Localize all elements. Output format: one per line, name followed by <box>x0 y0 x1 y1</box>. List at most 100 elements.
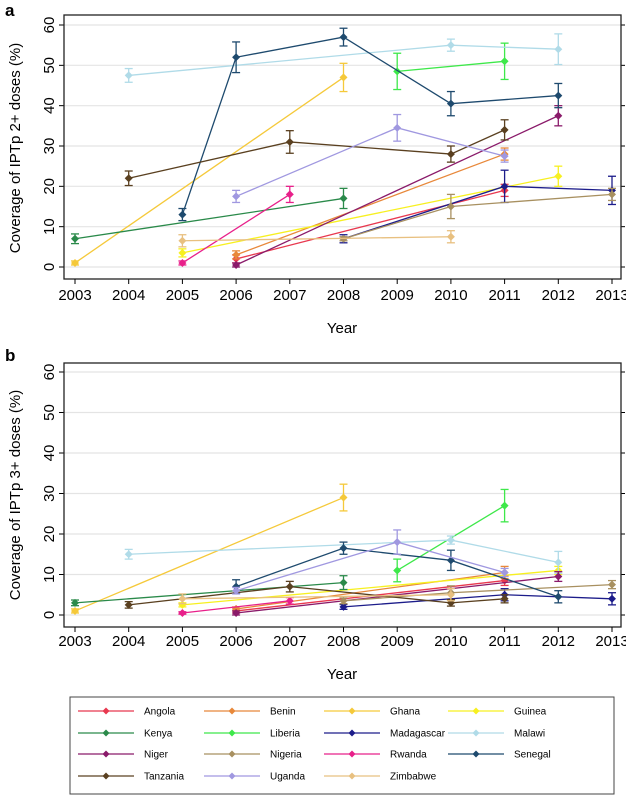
x-tick-label: 2003 <box>58 633 91 650</box>
data-point <box>124 550 133 559</box>
legend-label: Guinea <box>514 707 547 718</box>
legend-box <box>69 696 615 795</box>
series-kenya <box>71 575 348 607</box>
series-line <box>343 193 613 240</box>
y-tick-label: 40 <box>41 97 58 114</box>
data-point <box>285 137 294 146</box>
series-line <box>397 60 505 73</box>
legend-item: Angola <box>78 707 176 718</box>
legend-swatch-marker <box>348 729 356 737</box>
data-point <box>339 602 348 611</box>
data-point <box>554 558 563 567</box>
legend-item: Rwanda <box>324 750 427 761</box>
series-line <box>74 197 344 240</box>
series-senegal <box>178 27 563 222</box>
series-line <box>182 594 451 600</box>
data-point <box>339 596 348 605</box>
data-point <box>446 202 455 211</box>
y-tick-label: 20 <box>41 178 58 195</box>
legend-label: Tanzania <box>144 772 184 783</box>
data-point <box>554 91 563 100</box>
plot-frame <box>63 362 622 628</box>
legend-item: Kenya <box>78 729 173 740</box>
x-tick-label: 2013 <box>595 287 626 304</box>
series-rwanda <box>178 185 294 267</box>
legend-swatch-marker <box>348 750 356 758</box>
data-point <box>232 192 241 201</box>
data-point <box>554 572 563 581</box>
data-point <box>554 111 563 120</box>
series-nigeria <box>339 187 616 243</box>
data-point <box>446 232 455 241</box>
data-point <box>232 586 241 595</box>
series-line <box>235 189 505 260</box>
legend-item: Benin <box>204 707 296 718</box>
series-madagascar <box>339 588 616 611</box>
data-point <box>608 190 616 199</box>
data-point <box>339 73 348 82</box>
series-line <box>236 575 559 614</box>
legend-swatch-marker <box>472 707 480 715</box>
series-malawi <box>124 535 563 574</box>
series-uganda <box>232 113 509 204</box>
legend-item: Malawi <box>448 729 545 740</box>
series-line <box>74 581 344 604</box>
series-niger <box>232 105 563 269</box>
legend-label: Liberia <box>270 729 300 740</box>
x-tick-label: 2003 <box>58 287 91 304</box>
x-tick-label: 2012 <box>542 287 575 304</box>
x-tick-label: 2007 <box>273 287 306 304</box>
data-point <box>446 150 455 159</box>
data-point <box>554 592 563 601</box>
data-point <box>446 99 455 108</box>
y-tick-label: 50 <box>41 57 58 74</box>
data-point <box>339 194 348 203</box>
series-line <box>236 571 505 610</box>
y-axis-title: Coverage of IPTp 3+ doses (%) <box>7 390 24 601</box>
data-point <box>500 182 509 191</box>
data-point <box>339 544 348 553</box>
data-point <box>500 57 509 66</box>
x-tick-label: 2005 <box>166 633 199 650</box>
legend-item: Senegal <box>448 750 551 761</box>
x-tick-label: 2008 <box>327 633 360 650</box>
data-point <box>393 123 402 132</box>
y-tick-label: 30 <box>41 138 58 155</box>
data-point <box>285 596 294 605</box>
series-line <box>343 185 613 240</box>
x-tick-label: 2012 <box>542 633 575 650</box>
y-tick-label: 10 <box>41 566 58 583</box>
legend-item: Tanzania <box>78 772 184 783</box>
series-line <box>235 541 505 592</box>
panel-a: a Coverage of IPTp 2+ doses (%) Year 0 10… <box>5 1 626 337</box>
legend-item: Nigeria <box>204 750 302 761</box>
data-point <box>500 501 509 510</box>
legend-swatch-marker <box>472 750 480 758</box>
data-point <box>500 125 509 134</box>
data-point <box>446 536 455 545</box>
x-tick-label: 2009 <box>381 633 414 650</box>
data-point <box>178 258 187 267</box>
legend-label: Kenya <box>144 729 173 740</box>
legend-item: Liberia <box>204 729 300 740</box>
panel-letter: b <box>5 346 15 365</box>
legend-label: Benin <box>270 707 296 718</box>
data-point <box>500 568 509 577</box>
series-liberia <box>393 42 509 91</box>
data-point <box>554 172 563 181</box>
data-point <box>232 250 241 259</box>
series-line <box>182 600 290 614</box>
legend-label: Rwanda <box>390 750 427 761</box>
series-line <box>235 153 505 256</box>
x-tick-label: 2006 <box>219 287 252 304</box>
x-tick-label: 2004 <box>112 633 145 650</box>
legend-swatch-marker <box>228 729 236 737</box>
data-point <box>178 594 187 603</box>
y-tick-label: 0 <box>41 263 58 271</box>
legend-item: Ghana <box>324 707 420 718</box>
series-madagascar <box>339 169 616 244</box>
data-point <box>232 53 241 62</box>
legend-swatch-marker <box>102 750 110 758</box>
legend-swatch-marker <box>472 729 480 737</box>
y-tick-label: 60 <box>41 17 58 34</box>
